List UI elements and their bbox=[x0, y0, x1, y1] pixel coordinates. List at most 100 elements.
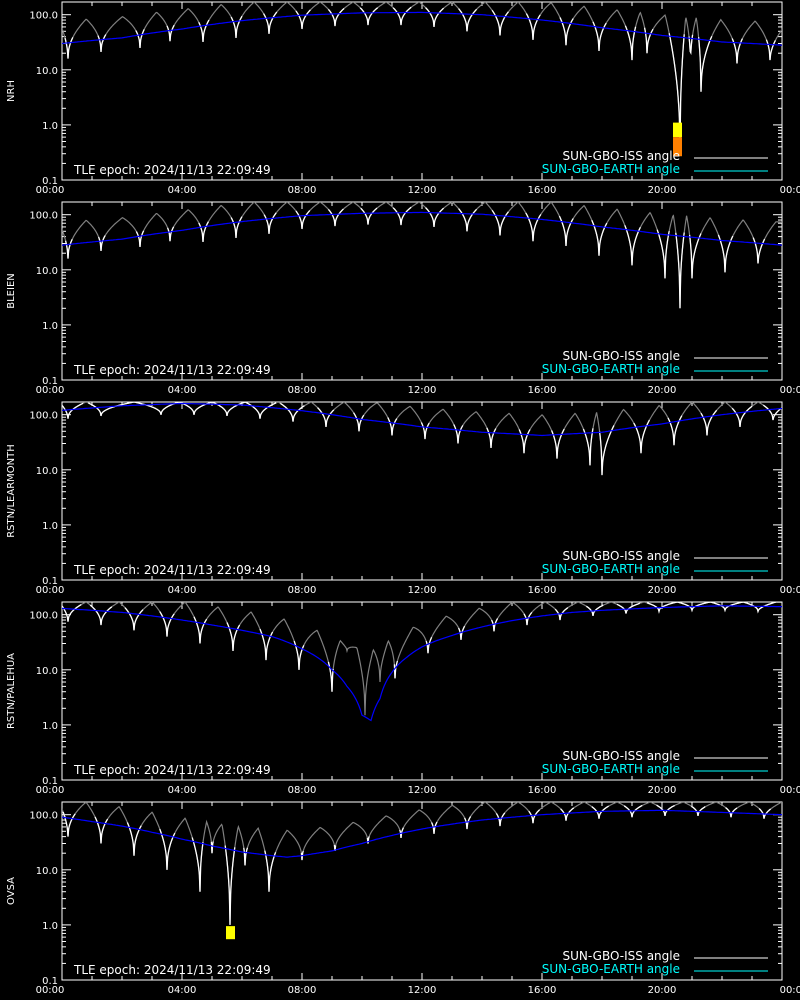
y-tick-label: 100.0 bbox=[29, 11, 58, 22]
x-tick-label: 00:00 bbox=[36, 985, 65, 996]
tle-epoch-text: TLE epoch: 2024/11/13 22:09:49 bbox=[73, 563, 271, 577]
iss-angle-curve bbox=[62, 804, 772, 925]
plot-data bbox=[62, 2, 782, 157]
earth-angle-curve bbox=[62, 605, 782, 722]
legend-iss-label: SUN-GBO-ISS angle bbox=[563, 949, 680, 963]
iss-angle-curve bbox=[62, 402, 782, 476]
iss-angle-curve-shaded bbox=[62, 802, 782, 925]
y-tick-label: 0.1 bbox=[42, 776, 58, 787]
tle-epoch-text: TLE epoch: 2024/11/13 22:09:49 bbox=[73, 963, 271, 977]
y-tick-label: 1.0 bbox=[42, 721, 58, 732]
iss-angle-curve bbox=[64, 6, 776, 151]
x-tick-label: 12:00 bbox=[408, 985, 437, 996]
x-tick-label: 20:00 bbox=[648, 985, 677, 996]
x-tick-label: 00:00 bbox=[36, 385, 65, 396]
event-marker bbox=[673, 137, 682, 157]
legend-iss-label: SUN-GBO-ISS angle bbox=[563, 349, 680, 363]
x-tick-label: 08:00 bbox=[288, 785, 317, 796]
y-tick-label: 10.0 bbox=[36, 266, 58, 277]
panel-4: 00:0004:0008:0012:0016:0020:0000:000.11.… bbox=[6, 601, 800, 796]
legend-iss-label: SUN-GBO-ISS angle bbox=[563, 149, 680, 163]
x-tick-label: 08:00 bbox=[288, 385, 317, 396]
y-axis-label: RSTN/LEARMONTH bbox=[6, 444, 17, 538]
x-tick-label: 12:00 bbox=[408, 785, 437, 796]
legend-earth-label: SUN-GBO-EARTH angle bbox=[542, 162, 680, 176]
y-tick-label: 100.0 bbox=[29, 211, 58, 222]
x-tick-label: 04:00 bbox=[168, 185, 197, 196]
x-tick-label: 12:00 bbox=[408, 585, 437, 596]
x-tick-label: 08:00 bbox=[288, 985, 317, 996]
legend-iss-label: SUN-GBO-ISS angle bbox=[563, 549, 680, 563]
y-tick-label: 0.1 bbox=[42, 176, 58, 187]
x-tick-label: 20:00 bbox=[648, 385, 677, 396]
iss-angle-curve-shaded bbox=[62, 2, 782, 151]
y-axis-label: RSTN/PALEHUA bbox=[6, 653, 17, 729]
x-tick-label: 16:00 bbox=[528, 785, 557, 796]
x-tick-label: 20:00 bbox=[648, 785, 677, 796]
x-tick-label: 16:00 bbox=[528, 585, 557, 596]
earth-angle-curve bbox=[62, 211, 782, 246]
panel-3: 00:0004:0008:0012:0016:0020:0000:000.11.… bbox=[6, 401, 800, 596]
iss-angle-curve bbox=[64, 206, 766, 309]
panel-1: 00:0004:0008:0012:0016:0020:0000:000.11.… bbox=[6, 1, 800, 196]
earth-angle-curve bbox=[62, 809, 782, 858]
event-marker bbox=[673, 122, 682, 138]
x-tick-label: 00:00 bbox=[780, 785, 800, 796]
y-tick-label: 10.0 bbox=[36, 66, 58, 77]
legend-iss-label: SUN-GBO-ISS angle bbox=[563, 749, 680, 763]
y-tick-label: 10.0 bbox=[36, 466, 58, 477]
y-tick-label: 1.0 bbox=[42, 521, 58, 532]
y-axis-label: NRH bbox=[6, 80, 17, 102]
x-tick-label: 00:00 bbox=[780, 985, 800, 996]
x-tick-label: 00:00 bbox=[36, 585, 65, 596]
x-tick-label: 08:00 bbox=[288, 585, 317, 596]
iss-angle-curve-shaded bbox=[62, 602, 782, 716]
x-tick-label: 04:00 bbox=[168, 785, 197, 796]
tle-epoch-text: TLE epoch: 2024/11/13 22:09:49 bbox=[73, 763, 271, 777]
tle-epoch-text: TLE epoch: 2024/11/13 22:09:49 bbox=[73, 163, 271, 177]
legend-earth-label: SUN-GBO-EARTH angle bbox=[542, 962, 680, 976]
panel-5: 00:0004:0008:0012:0016:0020:0000:000.11.… bbox=[6, 801, 800, 996]
legend-earth-label: SUN-GBO-EARTH angle bbox=[542, 762, 680, 776]
x-tick-label: 20:00 bbox=[648, 585, 677, 596]
y-tick-label: 1.0 bbox=[42, 921, 58, 932]
x-tick-label: 04:00 bbox=[168, 985, 197, 996]
x-tick-label: 00:00 bbox=[36, 185, 65, 196]
legend-earth-label: SUN-GBO-EARTH angle bbox=[542, 362, 680, 376]
y-tick-label: 0.1 bbox=[42, 376, 58, 387]
y-tick-label: 100.0 bbox=[29, 611, 58, 622]
x-tick-label: 04:00 bbox=[168, 385, 197, 396]
plot-data bbox=[62, 602, 782, 722]
tle-epoch-text: TLE epoch: 2024/11/13 22:09:49 bbox=[73, 363, 271, 377]
x-tick-label: 00:00 bbox=[780, 385, 800, 396]
panel-2: 00:0004:0008:0012:0016:0020:0000:000.11.… bbox=[6, 201, 800, 396]
x-tick-label: 08:00 bbox=[288, 185, 317, 196]
x-tick-label: 16:00 bbox=[528, 985, 557, 996]
x-tick-label: 04:00 bbox=[168, 585, 197, 596]
x-tick-label: 12:00 bbox=[408, 185, 437, 196]
y-tick-label: 1.0 bbox=[42, 121, 58, 132]
y-tick-label: 10.0 bbox=[36, 866, 58, 877]
y-tick-label: 1.0 bbox=[42, 321, 58, 332]
x-tick-label: 16:00 bbox=[528, 385, 557, 396]
event-marker bbox=[226, 926, 235, 940]
x-tick-label: 12:00 bbox=[408, 385, 437, 396]
legend-earth-label: SUN-GBO-EARTH angle bbox=[542, 562, 680, 576]
plot-data bbox=[62, 802, 782, 940]
y-tick-label: 0.1 bbox=[42, 976, 58, 987]
y-axis-label: BLEIEN bbox=[6, 273, 17, 309]
iss-angle-curve-shaded bbox=[62, 202, 782, 309]
x-tick-label: 20:00 bbox=[648, 185, 677, 196]
y-tick-label: 100.0 bbox=[29, 811, 58, 822]
x-tick-label: 16:00 bbox=[528, 185, 557, 196]
y-axis-label: OVSA bbox=[6, 877, 17, 905]
plot-data bbox=[62, 202, 782, 309]
y-tick-label: 10.0 bbox=[36, 666, 58, 677]
earth-angle-curve bbox=[62, 402, 782, 437]
x-tick-label: 00:00 bbox=[780, 585, 800, 596]
x-tick-label: 00:00 bbox=[36, 785, 65, 796]
y-tick-label: 100.0 bbox=[29, 411, 58, 422]
y-tick-label: 0.1 bbox=[42, 576, 58, 587]
earth-angle-curve bbox=[62, 11, 782, 46]
